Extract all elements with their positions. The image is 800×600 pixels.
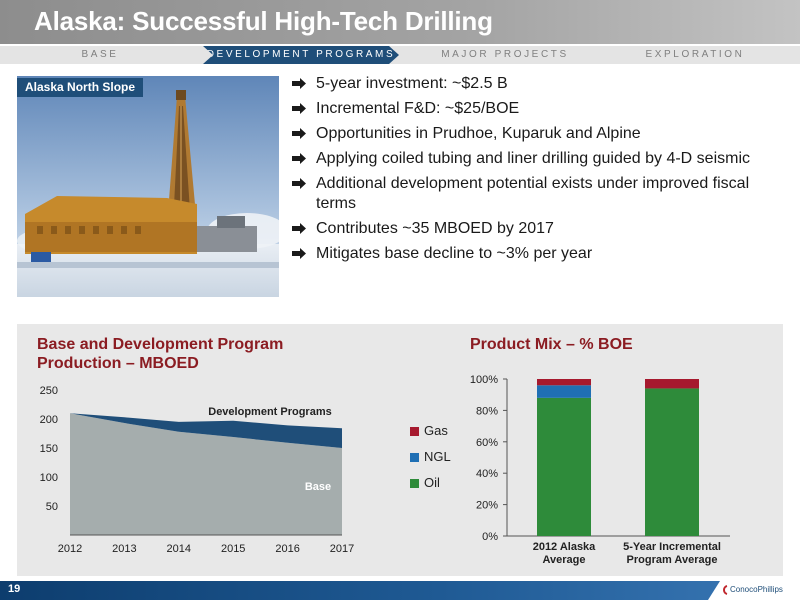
product-mix-chart-title: Product Mix – % BOE — [470, 336, 633, 353]
bullet-text: Mitigates base decline to ~3% per year — [316, 245, 593, 262]
footer-bar: 19 ConocoPhillips — [0, 581, 800, 600]
bar-gas-segment — [645, 379, 699, 389]
bullet-item: Opportunities in Prudhoe, Kuparuk and Al… — [292, 124, 762, 144]
arrow-icon — [292, 248, 306, 259]
arrow-icon — [292, 178, 306, 189]
category-label: 5-Year Incremental — [623, 541, 721, 553]
bullet-text: Applying coiled tubing and liner drillin… — [316, 150, 751, 167]
page-number: 19 — [8, 583, 21, 595]
bullet-item: Mitigates base decline to ~3% per year — [292, 244, 762, 264]
photo-label: Alaska North Slope — [17, 78, 144, 97]
legend-label-ngl: NGL — [424, 449, 451, 464]
product-mix-legend: Gas NGL Oil — [410, 423, 451, 501]
legend-swatch-oil — [410, 479, 419, 488]
legend-label-oil: Oil — [424, 475, 440, 490]
company-logo: ConocoPhillips — [708, 581, 800, 600]
y-tick-label: 100% — [470, 374, 498, 386]
y-tick-label: 200 — [40, 414, 58, 426]
legend-label-gas: Gas — [424, 423, 448, 438]
logo-mark-icon — [723, 585, 728, 595]
legend-item-gas: Gas — [410, 423, 451, 449]
bullet-list: 5-year investment: ~$2.5 B Incremental F… — [292, 74, 762, 269]
slide-title: Alaska: Successful High-Tech Drilling — [34, 6, 493, 36]
title-bar: Alaska: Successful High-Tech Drilling — [0, 0, 800, 44]
drilling-rig-photo — [17, 76, 279, 297]
bar-ngl-segment — [537, 385, 591, 398]
y-tick-label: 40% — [476, 468, 498, 480]
y-tick-label: 0% — [482, 531, 498, 543]
nav-item-exploration[interactable]: EXPLORATION — [645, 49, 745, 60]
bullet-item: Contributes ~35 MBOED by 2017 — [292, 219, 762, 239]
logo-text: ConocoPhillips — [730, 585, 783, 594]
category-label: Program Average — [627, 554, 718, 566]
y-tick-label: 150 — [40, 443, 58, 455]
nav-item-base[interactable]: BASE — [81, 49, 119, 60]
y-tick-label: 20% — [476, 500, 498, 512]
y-tick-label: 50 — [46, 501, 58, 513]
nav-item-development-programs[interactable]: DEVELOPMENT PROGRAMS — [203, 46, 399, 64]
arrow-icon — [292, 78, 306, 89]
arrow-icon — [292, 223, 306, 234]
x-tick-label: 2012 — [58, 543, 82, 555]
legend-item-oil: Oil — [410, 475, 451, 501]
bullet-text: Opportunities in Prudhoe, Kuparuk and Al… — [316, 125, 641, 142]
base-label: Base — [305, 481, 331, 493]
y-tick-label: 250 — [40, 385, 58, 397]
bullet-text: Additional development potential exists … — [316, 175, 750, 212]
bullet-item: Incremental F&D: ~$25/BOE — [292, 99, 762, 119]
bullet-item: 5-year investment: ~$2.5 B — [292, 74, 762, 94]
arrow-icon — [292, 153, 306, 164]
category-label: Average — [542, 554, 585, 566]
category-label: 2012 Alaska — [533, 541, 596, 553]
x-tick-label: 2013 — [112, 543, 136, 555]
y-tick-label: 60% — [476, 437, 498, 449]
x-tick-label: 2017 — [330, 543, 354, 555]
x-tick-label: 2016 — [275, 543, 299, 555]
section-nav: BASE DEVELOPMENT PROGRAMS MAJOR PROJECTS… — [0, 46, 800, 64]
nav-item-major-projects[interactable]: MAJOR PROJECTS — [441, 49, 569, 60]
arrow-icon — [292, 128, 306, 139]
y-tick-label: 100 — [40, 472, 58, 484]
legend-swatch-ngl — [410, 453, 419, 462]
legend-item-ngl: NGL — [410, 449, 451, 475]
x-tick-label: 2014 — [167, 543, 191, 555]
y-tick-label: 80% — [476, 405, 498, 417]
base-area — [70, 413, 342, 535]
x-tick-label: 2015 — [221, 543, 245, 555]
arrow-icon — [292, 103, 306, 114]
bullet-text: 5-year investment: ~$2.5 B — [316, 75, 508, 92]
production-chart-title: Base and Development Program Production … — [37, 336, 284, 372]
legend-swatch-gas — [410, 427, 419, 436]
development-programs-area — [70, 413, 342, 448]
bullet-item: Applying coiled tubing and liner drillin… — [292, 149, 762, 169]
bullet-text: Incremental F&D: ~$25/BOE — [316, 100, 520, 117]
bar-oil-segment — [537, 397, 591, 536]
bar-oil-segment — [645, 388, 699, 536]
development-programs-label: Development Programs — [208, 406, 331, 418]
bullet-text: Contributes ~35 MBOED by 2017 — [316, 220, 554, 237]
bar-gas-segment — [537, 379, 591, 386]
bullet-item: Additional development potential exists … — [292, 174, 762, 214]
